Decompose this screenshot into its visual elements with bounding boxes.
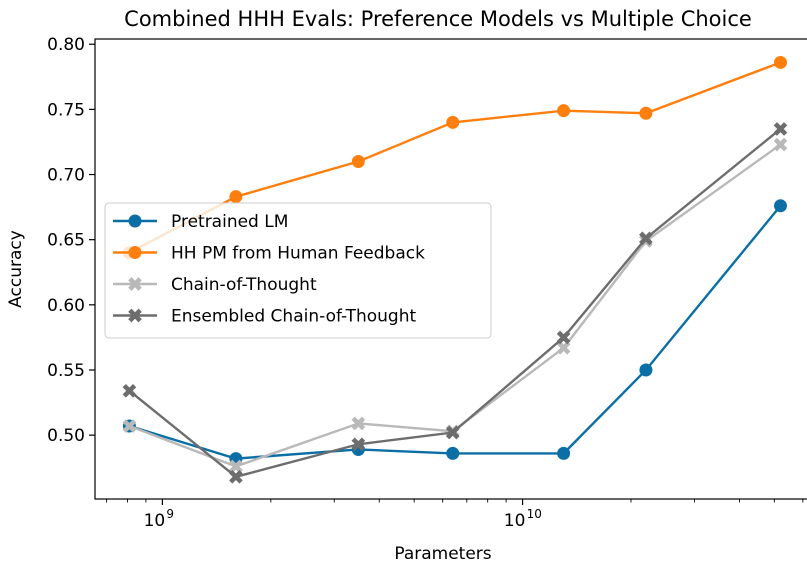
axes-frame	[94, 38, 807, 500]
y-axis: 0.50 0.55 0.60 0.65 0.70 0.75 0.80	[47, 35, 95, 446]
data-point	[445, 425, 460, 440]
data-point	[556, 330, 571, 345]
legend-label: Chain-of-Thought	[171, 275, 317, 295]
data-point	[122, 384, 137, 398]
y-tick-label: 0.60	[47, 296, 85, 316]
legend-item: Ensembled Chain-of-Thought	[113, 307, 416, 327]
legend-swatch-marker	[128, 214, 142, 228]
y-tick-label: 0.55	[47, 361, 85, 381]
data-point	[122, 419, 137, 433]
x-tick-label-exponent: 9	[166, 507, 174, 521]
y-tick-label: 0.70	[47, 166, 85, 186]
legend-label: HH PM from Human Feedback	[171, 244, 425, 264]
data-point	[556, 341, 571, 355]
data-point	[446, 446, 460, 460]
data-point	[229, 470, 243, 484]
data-point	[639, 231, 653, 246]
data-point	[446, 115, 460, 129]
data-point	[639, 363, 653, 377]
legend-item: Chain-of-Thought	[113, 275, 317, 295]
legend: Pretrained LM HH PM from Human Feedback Ch…	[104, 202, 492, 339]
legend-swatch-marker	[128, 308, 142, 323]
y-axis-label: Accuracy	[6, 230, 26, 308]
data-point	[773, 55, 787, 69]
legend-item: HH PM from Human Feedback	[113, 244, 425, 264]
y-tick-label: 0.75	[47, 100, 85, 120]
data-point	[229, 459, 243, 474]
data-point	[639, 106, 653, 120]
x-tick-label: 10	[504, 511, 526, 531]
x-axis-label: Parameters	[394, 544, 491, 564]
legend-label: Ensembled Chain-of-Thought	[171, 307, 416, 327]
y-tick-label: 0.65	[47, 231, 85, 251]
x-tick-label: 10	[144, 511, 166, 531]
y-tick-label: 0.80	[47, 35, 85, 55]
data-point	[557, 104, 571, 118]
data-point	[351, 437, 366, 452]
series-3	[122, 122, 788, 484]
data-point	[351, 154, 365, 168]
plot-area	[94, 38, 807, 500]
chart-title: Combined HHH Evals: Preference Models vs…	[124, 7, 752, 31]
data-point	[773, 199, 787, 213]
data-point	[557, 446, 571, 460]
legend-box	[104, 202, 492, 339]
x-tick-label-exponent: 10	[527, 507, 542, 521]
legend-label: Pretrained LM	[171, 212, 288, 232]
data-point	[773, 137, 788, 152]
y-tick-label: 0.50	[47, 426, 85, 446]
data-point	[351, 416, 366, 431]
legend-item: Pretrained LM	[113, 212, 288, 232]
series-layer	[122, 55, 788, 484]
legend-swatch-marker	[128, 246, 142, 259]
data-point	[773, 122, 788, 136]
data-point	[229, 190, 243, 204]
legend-swatch-marker	[128, 277, 142, 291]
x-axis: 10 9 10 10	[106, 499, 804, 531]
